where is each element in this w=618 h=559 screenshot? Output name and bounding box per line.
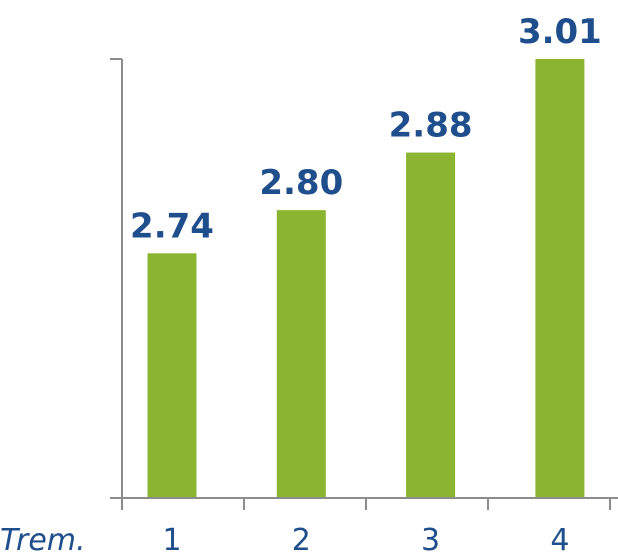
x-tick-label-4: 4 [550, 523, 569, 558]
data-label-3: 2.88 [389, 106, 473, 146]
x-axis-label: Trem. [0, 523, 86, 558]
x-tick-labels-group: 1 2 3 4 [162, 523, 569, 558]
data-labels-group: 2.74 2.80 2.88 3.01 [130, 12, 602, 246]
bar-3 [406, 152, 456, 498]
axes-group [110, 58, 618, 499]
x-tick-label-1: 1 [162, 523, 181, 558]
data-label-1: 2.74 [130, 206, 214, 246]
data-label-2: 2.80 [259, 163, 343, 203]
data-label-4: 3.01 [518, 12, 602, 52]
x-tick-label-3: 3 [421, 523, 440, 558]
bar-2 [276, 210, 326, 498]
bar-1 [147, 253, 197, 498]
x-ticks-group [121, 498, 611, 510]
bars-group [147, 59, 585, 498]
bar-4 [535, 59, 585, 498]
x-tick-label-2: 2 [292, 523, 311, 558]
